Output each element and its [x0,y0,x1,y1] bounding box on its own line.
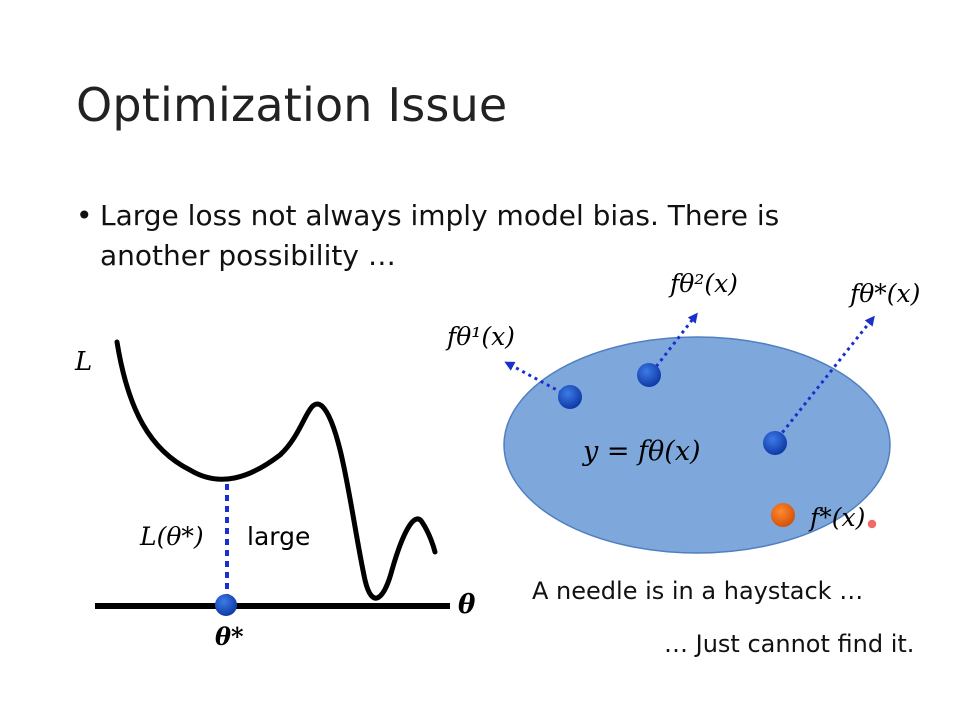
loss-note-large: large [247,522,310,551]
min-point-dot [215,594,237,616]
function-set-label: y = fθ(x) [582,436,701,467]
loss-curve [114,339,438,601]
theta-star-label: θ* [215,622,244,651]
arrow-theta1 [504,361,569,398]
theta-axis-label: θ [458,590,476,620]
function-set-ellipse [503,336,891,554]
loss-axis-label: L [74,347,92,377]
f-star-label: f*(x) [808,503,865,532]
arrow-theta2 [650,312,698,373]
needle-caption: A needle is in a haystack … [532,577,864,605]
bullet-text: Large loss not always imply model bias. … [100,199,780,272]
f-theta2-label: fθ²(x) [668,269,738,298]
theta1-dot [558,385,582,409]
f-thetastar-label: fθ*(x) [848,279,920,308]
loss-plot: L θ θ* L(θ*) large [74,339,476,651]
target-function-dot [771,503,795,527]
thetastar-dot [763,431,787,455]
function-set: y = fθ(x) fθ¹(x) fθ²(x) fθ*(x) f*(x) [445,269,920,554]
cursor-marker-icon [866,518,878,530]
bullet-dot-icon: • [76,199,93,232]
arrow-thetastar [776,315,875,439]
slide-title: Optimization Issue [76,78,508,132]
theta2-dot [637,363,661,387]
f-theta1-label: fθ¹(x) [445,322,515,351]
loss-value-label: L(θ*) [139,522,204,551]
cannot-find-caption: … Just cannot find it. [664,630,915,658]
